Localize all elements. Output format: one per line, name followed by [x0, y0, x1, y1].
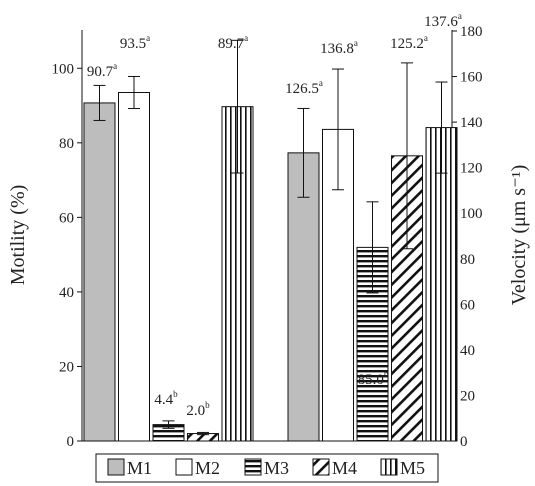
- legend-label-m5: M5: [400, 458, 425, 478]
- bars: [83, 92, 458, 442]
- right-tick-label: 20: [460, 388, 475, 404]
- data-label-motility-m4: 2.0b: [186, 400, 210, 419]
- left-tick-label: 20: [59, 359, 74, 375]
- right-axis-title: Velocity (μm s⁻¹): [508, 165, 530, 306]
- data-label-velocity-m1: 126.5a: [285, 78, 323, 97]
- legend-label-m2: M2: [195, 458, 220, 478]
- data-label-motility-m3: 4.4b: [154, 389, 178, 408]
- right-tick-label: 100: [460, 206, 483, 222]
- left-axis: 0 20 40 60 80 100 Motility (%): [7, 30, 83, 450]
- right-axis: 0 20 40 60 80 100 120 140 160 180 Velocity (μm s⁻…: [451, 24, 530, 450]
- data-label-velocity-m2: 136.8a: [320, 38, 358, 57]
- bar-velocity-m5: [425, 127, 458, 442]
- bar-velocity-m1: [287, 152, 320, 442]
- left-tick-label: 40: [59, 285, 74, 301]
- data-label-velocity-m3: 85.0b: [358, 369, 389, 388]
- left-tick-label: 60: [59, 210, 74, 226]
- right-tick-label: 40: [460, 343, 475, 359]
- data-label-motility-m5: 89.7a: [218, 33, 248, 52]
- legend-swatch-m3: [244, 458, 262, 476]
- legend-label-m3: M3: [264, 458, 289, 478]
- right-tick-label: 180: [460, 24, 483, 40]
- left-axis-ticks: 0 20 40 60 80 100: [52, 61, 82, 450]
- legend-label-m1: M1: [127, 458, 152, 478]
- data-label-motility-m1: 90.7a: [87, 61, 117, 80]
- legend-swatch-m5: [380, 458, 398, 476]
- data-label-velocity-m4: 125.2a: [390, 33, 428, 52]
- right-tick-label: 160: [460, 70, 483, 86]
- bar-motility-m2: [118, 92, 150, 442]
- bar-motility-m1: [83, 102, 116, 442]
- left-tick-label: 80: [59, 136, 74, 152]
- left-axis-title: Motility (%): [7, 185, 29, 286]
- legend-label-m4: M4: [332, 458, 357, 478]
- right-tick-label: 60: [460, 297, 475, 313]
- bar-velocity-m3: [356, 246, 389, 442]
- data-label-velocity-m5: 137.6a: [424, 11, 462, 30]
- right-tick-label: 0: [460, 434, 468, 450]
- data-label-motility-m2: 93.5a: [120, 33, 150, 52]
- right-tick-label: 80: [460, 252, 475, 268]
- right-tick-label: 140: [460, 115, 483, 131]
- legend-swatch-m4: [312, 458, 330, 476]
- error-bars: [93, 39, 448, 436]
- legend: M1 M2 M3 M4 M5: [95, 453, 439, 483]
- left-tick-label: 0: [67, 434, 75, 450]
- legend-swatch-m2: [175, 458, 193, 476]
- left-tick-label: 100: [52, 61, 75, 77]
- right-tick-label: 120: [460, 161, 483, 177]
- legend-swatch-m1: [107, 458, 125, 476]
